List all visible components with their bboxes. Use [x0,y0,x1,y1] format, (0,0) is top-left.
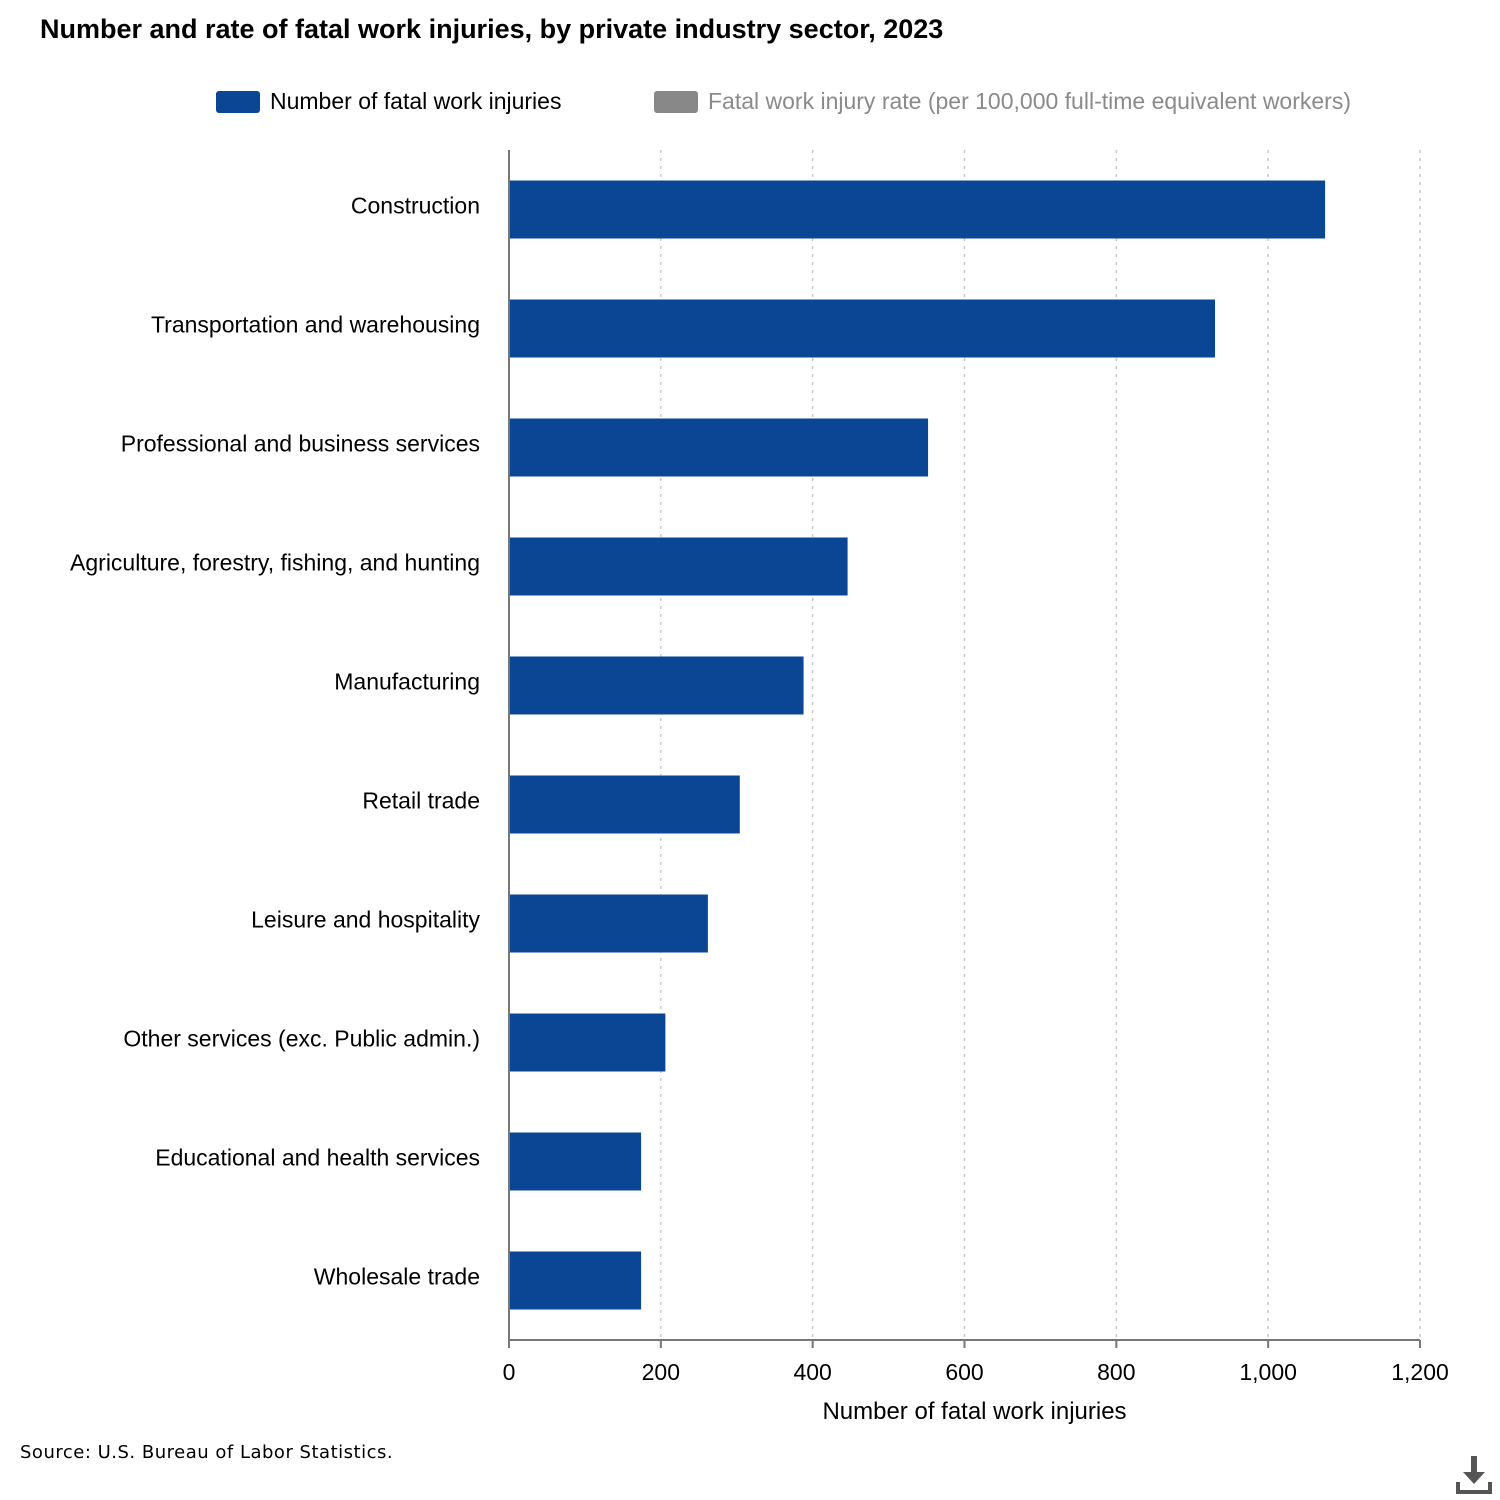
category-label: Manufacturing [334,669,480,695]
legend-item-number[interactable]: Number of fatal work injuries [216,88,561,115]
category-label: Educational and health services [155,1145,480,1171]
category-label: Construction [351,193,480,219]
x-tick-label: 1,200 [1391,1359,1449,1385]
bar[interactable] [509,418,929,477]
bar[interactable] [509,180,1326,239]
x-tick-label: 200 [642,1359,680,1385]
bar[interactable] [509,775,740,834]
x-tick-label: 800 [1097,1359,1135,1385]
bar[interactable] [509,894,708,953]
bar[interactable] [509,1132,642,1191]
legend-swatch-number [216,90,260,113]
x-tick-label: 400 [793,1359,831,1385]
x-tick-label: 1,000 [1239,1359,1297,1385]
bar-chart: Construction Transportation and warehousi… [70,150,1449,1425]
chart-title: Number and rate of fatal work injuries, … [40,14,944,44]
category-label: Retail trade [362,788,480,814]
bar[interactable] [509,656,804,715]
category-label: Wholesale trade [314,1264,480,1290]
bar[interactable] [509,537,848,596]
legend-label-number: Number of fatal work injuries [270,88,562,114]
legend-swatch-rate [654,90,698,113]
bar[interactable] [509,1013,666,1072]
category-label: Transportation and warehousing [151,312,480,338]
legend-label-rate: Fatal work injury rate (per 100,000 full… [708,88,1351,114]
source-note: Source: U.S. Bureau of Labor Statistics. [20,1442,394,1463]
category-label: Leisure and hospitality [251,907,480,933]
x-tick-label: 600 [945,1359,983,1385]
category-label: Professional and business services [121,431,480,457]
x-tick-label: 0 [503,1359,516,1385]
x-axis-title: Number of fatal work injuries [822,1398,1126,1425]
category-label: Agriculture, forestry, fishing, and hunt… [70,550,480,576]
legend-item-rate[interactable]: Fatal work injury rate (per 100,000 full… [654,88,1351,115]
bar[interactable] [509,299,1216,358]
category-label: Other services (exc. Public admin.) [123,1026,480,1052]
bar[interactable] [509,1251,642,1310]
download-icon[interactable] [1452,1452,1496,1496]
